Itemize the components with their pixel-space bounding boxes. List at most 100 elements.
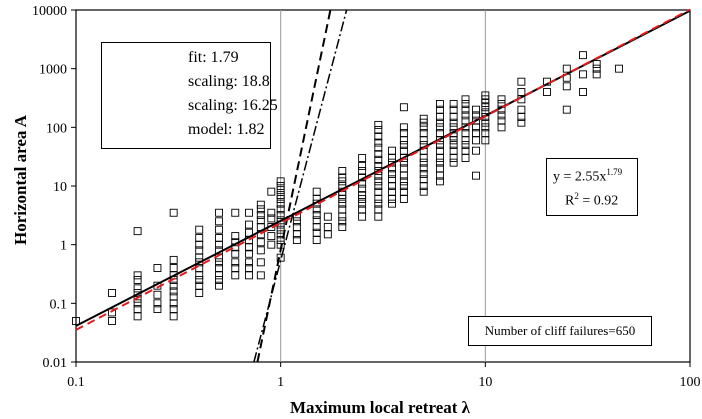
- data-point: [195, 281, 204, 290]
- fit-equation-box: y = 2.55x1.79 R2 = 0.92: [546, 158, 638, 216]
- data-point: [542, 88, 551, 96]
- data-point: [312, 187, 321, 196]
- data-point: [245, 243, 253, 252]
- data-point: [245, 220, 253, 229]
- data-point: [399, 123, 408, 132]
- data-point: [579, 51, 587, 60]
- data-point: [169, 208, 178, 217]
- data-point: [374, 195, 383, 203]
- data-point: [231, 264, 240, 272]
- data-point: [358, 167, 367, 175]
- data-point: [461, 95, 470, 104]
- data-point: [215, 217, 224, 226]
- r-squared: R2 = 0.92: [565, 191, 618, 210]
- data-point: [169, 281, 178, 290]
- data-point: [195, 234, 204, 242]
- data-point: [245, 264, 253, 272]
- data-point: [323, 223, 332, 231]
- data-point: [374, 132, 383, 141]
- data-point: [133, 276, 142, 284]
- y-tick-label: 0.1: [50, 297, 68, 312]
- data-point: [276, 191, 285, 200]
- data-point: [419, 164, 428, 173]
- data-point: [267, 208, 276, 217]
- data-point: [133, 305, 142, 313]
- data-point: [374, 143, 383, 152]
- data-point: [215, 208, 224, 217]
- data-point: [374, 126, 383, 134]
- data-point: [481, 103, 490, 112]
- data-point: [231, 232, 240, 241]
- data-point: [517, 77, 526, 86]
- data-point: [195, 253, 204, 262]
- data-point: [399, 136, 408, 145]
- data-point: [399, 146, 408, 155]
- data-point: [256, 216, 265, 225]
- data-point: [481, 91, 490, 100]
- data-point: [449, 100, 458, 108]
- data-point: [449, 141, 458, 149]
- data-point: [461, 129, 470, 137]
- fit-equation: y = 2.55x1.79: [553, 167, 622, 186]
- r-squared-value: = 0.92: [578, 193, 619, 209]
- legend-label-model: model: 1.82: [188, 121, 265, 138]
- data-point: [419, 136, 428, 145]
- data-point: [419, 114, 428, 123]
- data-point: [358, 161, 367, 170]
- data-point: [169, 264, 178, 272]
- y-tick-label: 10: [53, 180, 67, 195]
- data-point: [215, 225, 224, 234]
- data-point: [374, 177, 383, 186]
- legend-item-scaling-16: scaling: 16.25: [102, 96, 278, 116]
- data-point: [312, 205, 321, 214]
- data-point: [461, 141, 470, 149]
- data-point: [562, 82, 571, 91]
- legend: fit: 1.79 scaling: 18.8 scaling: 16.25 m…: [101, 42, 278, 149]
- data-point: [399, 187, 408, 196]
- data-point: [562, 64, 571, 73]
- data-point: [388, 154, 396, 162]
- data-point: [388, 146, 396, 155]
- data-point: [388, 199, 396, 208]
- data-point: [419, 123, 428, 132]
- data-point: [419, 154, 428, 162]
- data-point: [231, 271, 240, 280]
- legend-label-scaling-16: scaling: 16.25: [188, 97, 278, 114]
- data-point: [312, 211, 321, 219]
- data-point: [338, 212, 347, 221]
- data-point: [472, 146, 480, 155]
- data-point: [276, 205, 285, 214]
- data-point: [245, 249, 253, 258]
- data-point: [461, 111, 470, 120]
- data-point: [169, 255, 178, 264]
- data-point: [562, 105, 571, 114]
- data-point: [231, 258, 240, 267]
- legend-item-scaling-18: scaling: 18.8: [102, 72, 270, 92]
- data-point: [449, 118, 458, 127]
- data-point: [267, 187, 276, 196]
- data-point: [472, 111, 480, 120]
- data-point: [312, 228, 321, 237]
- data-point: [374, 212, 383, 221]
- data-point: [517, 118, 526, 127]
- data-point: [195, 289, 204, 297]
- x-tick-label: 0.1: [67, 375, 85, 390]
- data-point: [195, 246, 204, 255]
- data-point: [497, 123, 506, 132]
- data-point: [388, 175, 396, 184]
- data-point: [215, 281, 224, 290]
- data-point: [497, 111, 506, 120]
- data-point: [195, 225, 204, 234]
- data-point: [435, 158, 444, 167]
- y-tick-label: 0.01: [43, 356, 68, 371]
- y-tick-label: 100: [46, 121, 67, 136]
- data-point: [374, 120, 383, 129]
- data-point: [245, 258, 253, 267]
- data-point: [108, 317, 116, 325]
- data-point: [323, 230, 332, 239]
- data-point: [374, 161, 383, 170]
- data-point: [374, 138, 383, 147]
- data-point: [195, 258, 204, 267]
- data-point: [399, 103, 408, 112]
- data-point: [338, 217, 347, 226]
